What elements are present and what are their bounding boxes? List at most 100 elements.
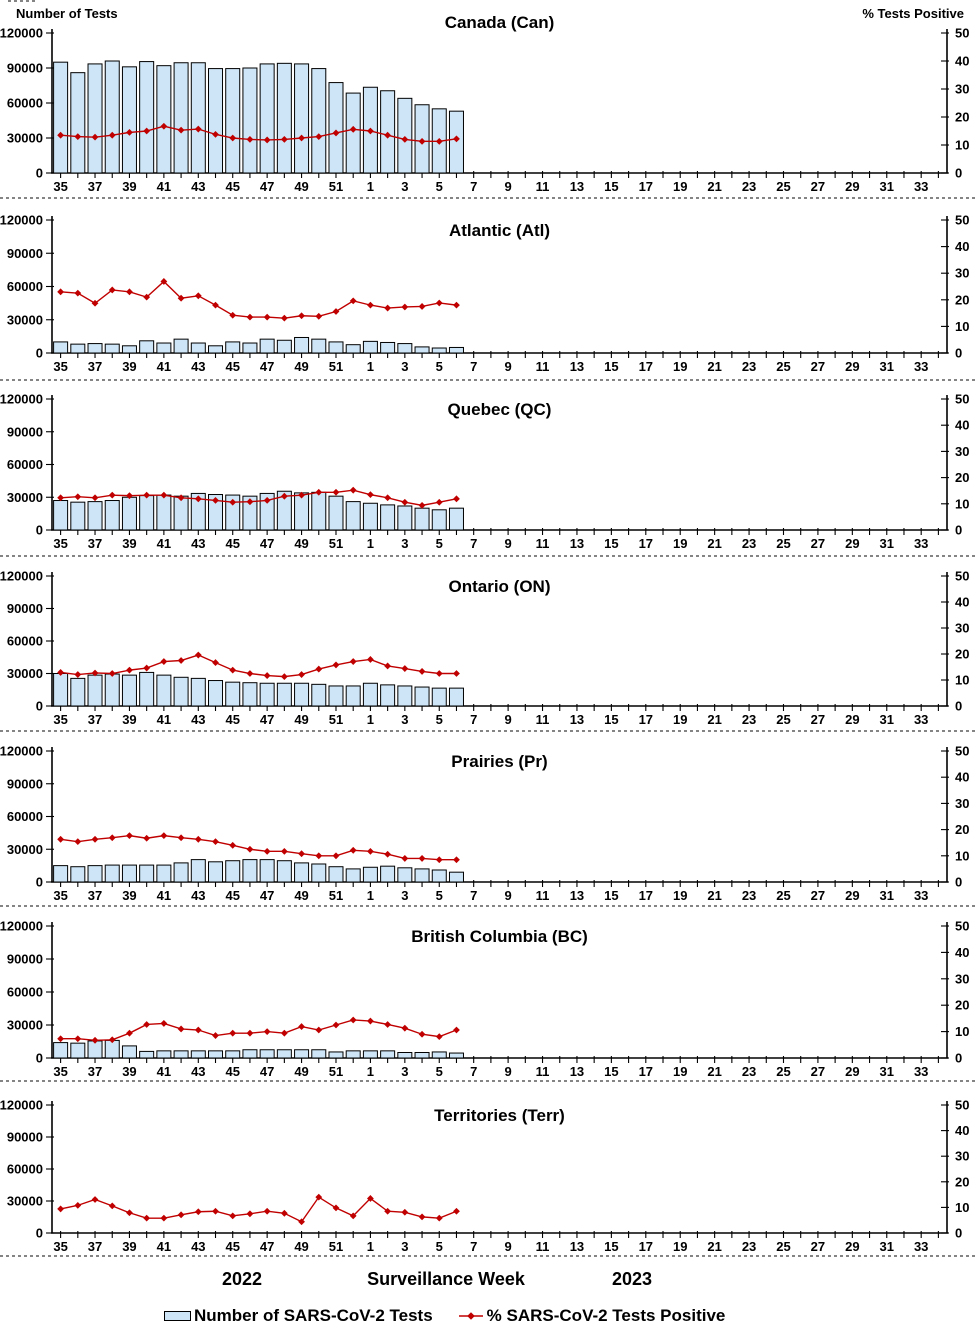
x-axis-title: Surveillance Week: [367, 1269, 525, 1289]
positivity-markers: [57, 1193, 460, 1226]
svg-text:25: 25: [776, 712, 790, 727]
svg-text:11: 11: [536, 179, 550, 194]
svg-text:13: 13: [570, 712, 584, 727]
svg-text:21: 21: [707, 888, 721, 903]
svg-text:21: 21: [707, 1239, 721, 1254]
svg-text:120000: 120000: [0, 26, 43, 41]
svg-text:90000: 90000: [7, 952, 43, 967]
svg-text:25: 25: [776, 1064, 790, 1079]
svg-text:0: 0: [36, 1051, 43, 1066]
svg-text:37: 37: [88, 536, 102, 551]
svg-text:15: 15: [604, 888, 618, 903]
svg-text:40: 40: [955, 945, 969, 960]
svg-text:30000: 30000: [7, 1194, 43, 1209]
svg-text:9: 9: [504, 1064, 511, 1079]
svg-text:49: 49: [294, 359, 308, 374]
svg-text:41: 41: [157, 1064, 171, 1079]
svg-text:25: 25: [776, 359, 790, 374]
positivity-markers: [57, 122, 460, 145]
svg-text:60000: 60000: [7, 457, 43, 472]
svg-text:39: 39: [122, 888, 136, 903]
svg-text:50: 50: [955, 919, 969, 934]
svg-text:7: 7: [470, 712, 477, 727]
legend-bar-swatch-icon: [164, 1311, 191, 1321]
svg-text:13: 13: [570, 359, 584, 374]
svg-text:43: 43: [191, 359, 205, 374]
svg-text:19: 19: [673, 888, 687, 903]
svg-text:11: 11: [536, 888, 550, 903]
svg-text:11: 11: [536, 712, 550, 727]
svg-text:3: 3: [401, 179, 408, 194]
svg-text:0: 0: [955, 166, 962, 181]
svg-text:37: 37: [88, 888, 102, 903]
svg-text:10: 10: [955, 1024, 969, 1039]
svg-text:30: 30: [955, 796, 969, 811]
svg-text:19: 19: [673, 179, 687, 194]
svg-text:43: 43: [191, 712, 205, 727]
svg-text:0: 0: [36, 1226, 43, 1241]
svg-text:9: 9: [504, 1239, 511, 1254]
svg-text:17: 17: [639, 179, 653, 194]
positivity-line: [60, 489, 457, 507]
svg-text:27: 27: [811, 712, 825, 727]
svg-text:35: 35: [53, 1239, 67, 1254]
panel-title-canada: Canada (Can): [444, 13, 555, 32]
svg-text:60000: 60000: [7, 634, 43, 649]
svg-text:11: 11: [536, 1064, 550, 1079]
svg-text:31: 31: [880, 359, 894, 374]
svg-text:0: 0: [955, 1051, 962, 1066]
svg-text:1: 1: [367, 888, 374, 903]
svg-text:17: 17: [639, 536, 653, 551]
svg-text:17: 17: [639, 359, 653, 374]
svg-text:27: 27: [811, 1064, 825, 1079]
svg-text:5: 5: [436, 1239, 443, 1254]
svg-text:29: 29: [845, 888, 859, 903]
svg-text:37: 37: [88, 359, 102, 374]
svg-text:10: 10: [955, 319, 969, 334]
svg-text:39: 39: [122, 712, 136, 727]
svg-text:31: 31: [880, 1064, 894, 1079]
svg-text:40: 40: [955, 54, 969, 69]
svg-text:41: 41: [157, 712, 171, 727]
svg-text:120000: 120000: [0, 569, 43, 584]
svg-text:30000: 30000: [7, 666, 43, 681]
svg-text:20: 20: [955, 1174, 969, 1189]
svg-text:47: 47: [260, 536, 274, 551]
svg-text:7: 7: [470, 359, 477, 374]
svg-text:31: 31: [880, 712, 894, 727]
svg-text:29: 29: [845, 359, 859, 374]
svg-text:0: 0: [36, 875, 43, 890]
tests-bars: [53, 859, 464, 883]
svg-text:60000: 60000: [7, 1162, 43, 1177]
svg-text:30: 30: [955, 82, 969, 97]
svg-text:9: 9: [504, 179, 511, 194]
year-label-2022: 2022: [221, 1269, 263, 1289]
svg-text:3: 3: [401, 712, 408, 727]
svg-text:20: 20: [955, 998, 969, 1013]
svg-text:21: 21: [707, 1064, 721, 1079]
svg-text:37: 37: [88, 179, 102, 194]
positivity-line: [60, 834, 457, 861]
svg-text:20: 20: [955, 110, 969, 125]
svg-text:51: 51: [329, 1064, 343, 1079]
positivity-line: [60, 280, 457, 319]
svg-text:5: 5: [436, 1064, 443, 1079]
svg-text:0: 0: [955, 346, 962, 361]
svg-text:23: 23: [742, 712, 756, 727]
svg-text:49: 49: [294, 1239, 308, 1254]
svg-text:30000: 30000: [7, 312, 43, 327]
svg-text:49: 49: [294, 888, 308, 903]
svg-text:17: 17: [639, 712, 653, 727]
positivity-line: [60, 1019, 457, 1042]
svg-text:39: 39: [122, 536, 136, 551]
svg-text:9: 9: [504, 888, 511, 903]
svg-text:5: 5: [436, 179, 443, 194]
svg-text:29: 29: [845, 712, 859, 727]
panel-title-atlantic: Atlantic (Atl): [448, 221, 551, 240]
svg-text:7: 7: [470, 536, 477, 551]
svg-text:29: 29: [845, 1064, 859, 1079]
